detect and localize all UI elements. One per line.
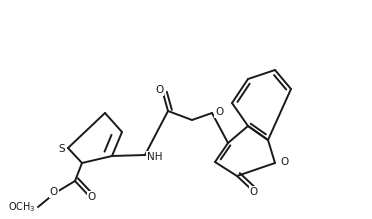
Text: S: S	[59, 144, 65, 154]
Text: O: O	[88, 192, 96, 202]
Text: OCH$_3$: OCH$_3$	[8, 200, 36, 214]
Text: O: O	[250, 187, 258, 197]
Text: O: O	[215, 107, 223, 117]
Text: O: O	[50, 187, 58, 197]
Text: O: O	[155, 85, 163, 95]
Text: NH: NH	[147, 152, 163, 162]
Text: O: O	[280, 157, 288, 167]
